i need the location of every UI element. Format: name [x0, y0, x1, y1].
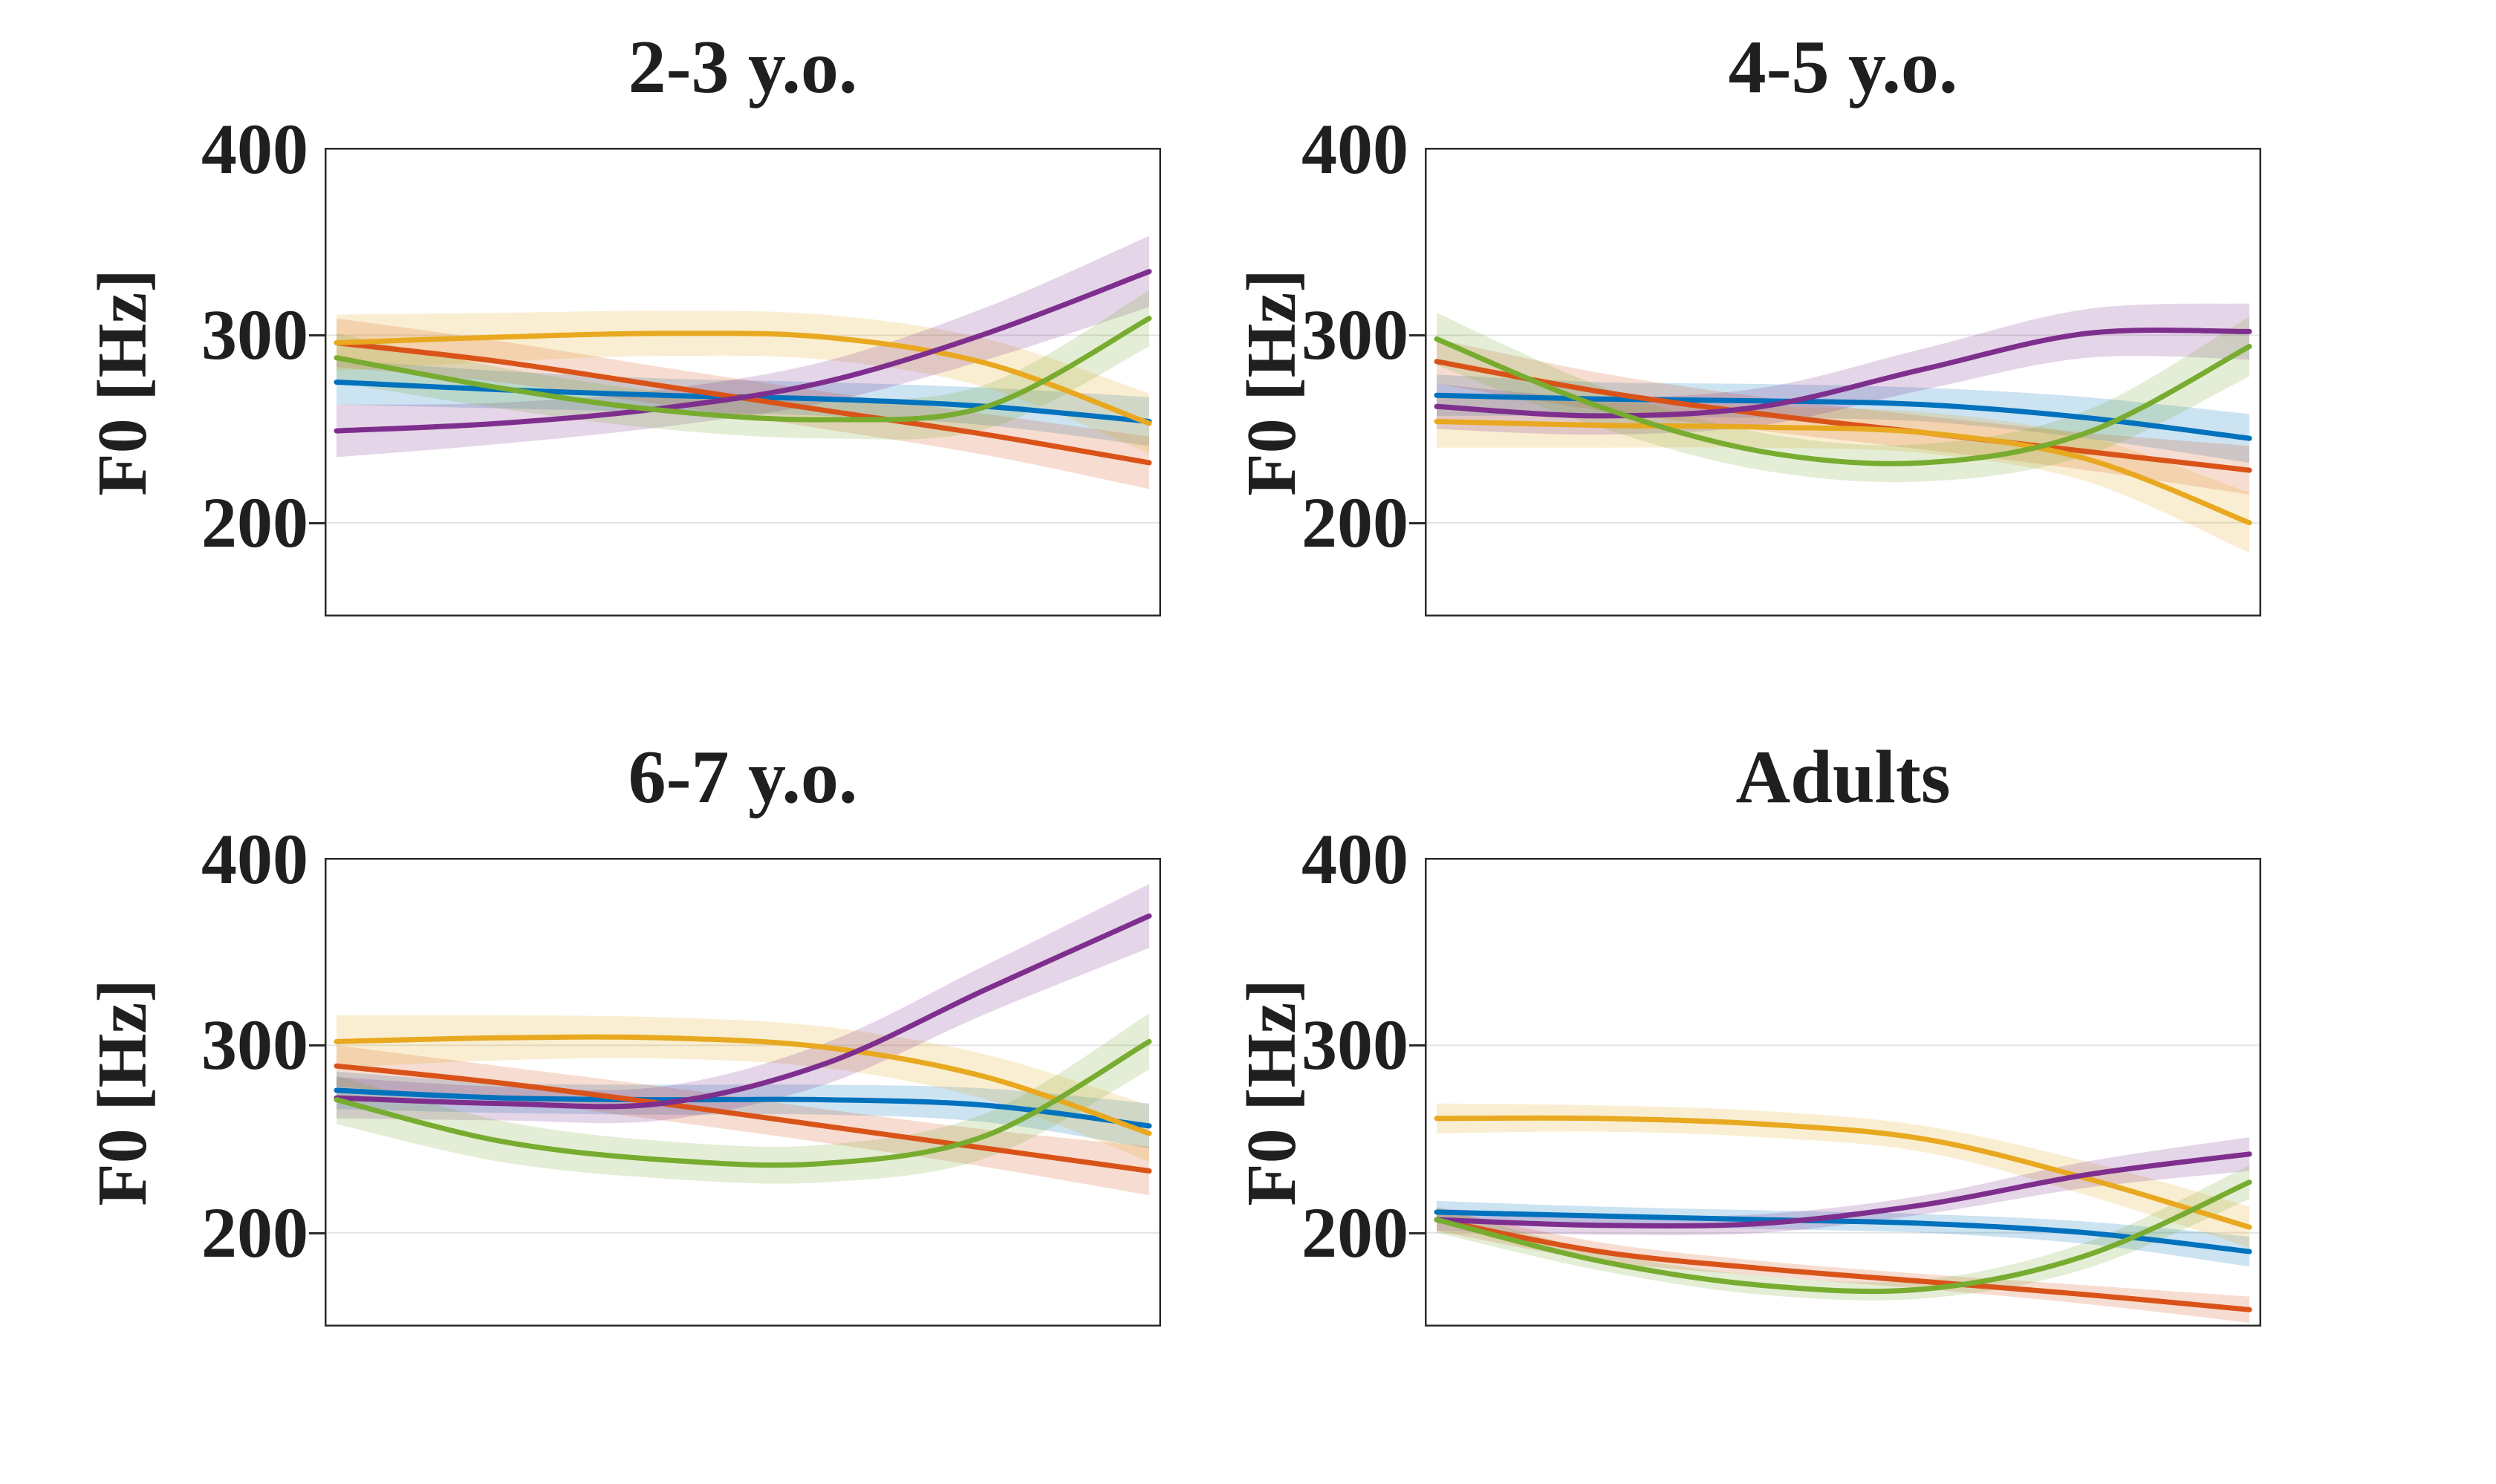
plot-area-6-7-y-o [325, 858, 1161, 1327]
y-tick-label-300: 300 [201, 295, 308, 374]
red-orange-line [334, 1063, 1152, 1174]
y-tick-mark-300 [309, 334, 325, 336]
blue-line [334, 1087, 1152, 1129]
purple-confidence-band [337, 235, 1149, 458]
yellow-line [1434, 419, 2252, 526]
purple-line [334, 269, 1152, 434]
purple-line [1434, 1151, 2252, 1228]
blue-confidence-band [337, 359, 1149, 446]
green-line [1434, 336, 2252, 466]
y-tick-label-300: 300 [1301, 295, 1408, 374]
green-line [334, 316, 1152, 423]
red-orange-line [1434, 359, 2252, 473]
y-tick-mark-300 [1409, 1044, 1425, 1047]
panel-title: 4-5 y.o. [1728, 25, 1958, 109]
red-orange-line [1434, 1217, 2252, 1312]
blue-line [1434, 1209, 2252, 1254]
red-orange-confidence-band [1437, 1208, 2249, 1323]
y-tick-label-200: 200 [201, 1193, 308, 1272]
green-line [1434, 1179, 2252, 1295]
green-line [334, 1038, 1152, 1168]
y-tick-label-400: 400 [201, 819, 308, 899]
red-orange-confidence-band [337, 1045, 1149, 1196]
yellow-line [334, 331, 1152, 426]
y-tick-mark-300 [1409, 334, 1425, 336]
y-tick-mark-300 [309, 1044, 325, 1047]
red-orange-confidence-band [1437, 339, 2249, 495]
y-tick-label-400: 400 [1301, 819, 1408, 899]
yellow-confidence-band [1437, 395, 2249, 553]
axes-box [1425, 858, 2261, 1327]
plot-area-2-3-y-o [325, 148, 1161, 616]
panel-title: 6-7 y.o. [628, 735, 858, 819]
y-tick-label-400: 400 [1301, 109, 1408, 189]
y-tick-mark-200 [1409, 522, 1425, 524]
panel-title: 2-3 y.o. [628, 25, 858, 109]
y-tick-label-300: 300 [1301, 1005, 1408, 1084]
axes-box [325, 858, 1161, 1327]
y-tick-label-400: 400 [201, 109, 308, 189]
y-tick-mark-200 [309, 1232, 325, 1234]
yellow-line [334, 1034, 1152, 1136]
y-tick-label-200: 200 [201, 483, 308, 562]
yellow-confidence-band [337, 1015, 1149, 1162]
y-tick-label-200: 200 [1301, 483, 1408, 562]
plot-area-adults [1425, 858, 2261, 1327]
plot-area-4-5-y-o [1425, 148, 2261, 616]
axes-box [1425, 148, 2261, 616]
y-tick-label-300: 300 [201, 1005, 308, 1084]
axes-box [325, 148, 1161, 616]
panel-title: Adults [1735, 735, 1951, 819]
blue-confidence-band [337, 1071, 1149, 1149]
purple-line [334, 913, 1152, 1110]
y-tick-label-200: 200 [1301, 1193, 1408, 1272]
y-tick-mark-200 [309, 522, 325, 524]
green-confidence-band [1437, 313, 2249, 483]
y-tick-mark-200 [1409, 1232, 1425, 1234]
red-orange-confidence-band [337, 318, 1149, 489]
purple-line [1434, 328, 2252, 419]
yellow-line [1434, 1115, 2252, 1230]
